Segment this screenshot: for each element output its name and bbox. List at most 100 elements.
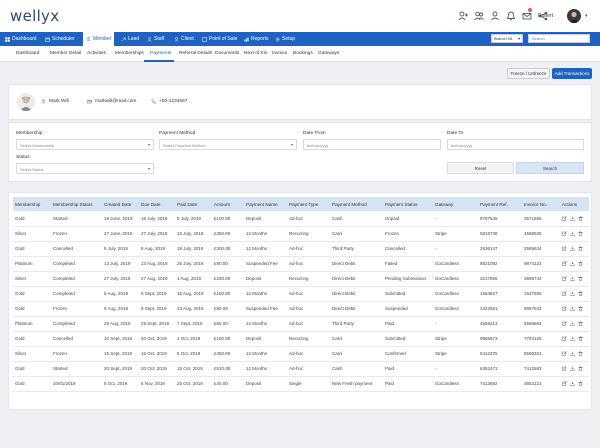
user-avatar[interactable] bbox=[567, 9, 581, 23]
download-icon[interactable] bbox=[570, 381, 575, 386]
table-row[interactable]: Platinum Completed 29 Aug, 2019 29 Sept, 20… bbox=[13, 316, 589, 332]
search-input[interactable]: Search bbox=[528, 34, 590, 43]
add-transactions-button[interactable]: Add Transactions bbox=[552, 68, 592, 79]
trash-icon[interactable] bbox=[578, 261, 583, 266]
tab-memberships[interactable]: Memberships bbox=[115, 51, 144, 56]
freeze-unfreeze-button[interactable]: Freeze / Unfreeze bbox=[507, 68, 550, 79]
chevron-down-icon[interactable]: ▾ bbox=[585, 13, 588, 19]
edit-icon[interactable] bbox=[562, 276, 567, 281]
edit-icon[interactable] bbox=[562, 336, 567, 341]
col-payment-status[interactable]: Payment Status bbox=[383, 197, 433, 211]
download-icon[interactable] bbox=[570, 351, 575, 356]
table-row[interactable]: Gold Cancelled 10 Sept, 2019 10 Oct, 2019 1 … bbox=[13, 331, 589, 347]
trash-icon[interactable] bbox=[578, 231, 583, 236]
share-icon[interactable] bbox=[535, 10, 551, 22]
trash-icon[interactable] bbox=[578, 246, 583, 251]
table-row[interactable]: Gold 10/01/2019 6 Oct, 2019 6 Nov, 2019 25 O… bbox=[13, 376, 589, 392]
edit-icon[interactable] bbox=[562, 291, 567, 296]
download-icon[interactable] bbox=[570, 336, 575, 341]
trash-icon[interactable] bbox=[578, 381, 583, 386]
tab-documents[interactable]: Documents bbox=[215, 51, 240, 56]
download-icon[interactable] bbox=[570, 246, 575, 251]
tab-dashboard[interactable]: Dashboard bbox=[16, 51, 40, 56]
mail-icon[interactable] bbox=[519, 8, 535, 22]
col-membership[interactable]: Membership bbox=[13, 197, 51, 211]
tab-activities[interactable]: Activities bbox=[87, 51, 106, 56]
table-row[interactable]: Platinum Completed 13 July, 2019 13 Aug, 20… bbox=[13, 256, 589, 272]
search-button[interactable]: Search bbox=[516, 162, 584, 174]
edit-icon[interactable] bbox=[562, 261, 567, 266]
table-row[interactable]: Gold Started 20 Sept, 2019 20 Oct, 2019 15 O… bbox=[13, 361, 589, 377]
edit-icon[interactable] bbox=[562, 351, 567, 356]
nav-item-setup[interactable]: Setup bbox=[272, 32, 298, 46]
trash-icon[interactable] bbox=[578, 336, 583, 341]
col-payment-name[interactable]: Payment Name bbox=[244, 197, 287, 211]
nav-item-lead[interactable]: Lead bbox=[118, 32, 142, 46]
col-created-date[interactable]: Created Date bbox=[102, 197, 139, 211]
nav-item-reports[interactable]: Reports bbox=[241, 32, 272, 46]
table-row[interactable]: Gold Cancelled 8 July, 2019 8 Aug, 2019 18 J… bbox=[13, 241, 589, 257]
col-due-date[interactable]: Due Date bbox=[139, 197, 175, 211]
user-plus-icon[interactable] bbox=[455, 10, 471, 22]
date-to-input[interactable]: dd/mm/yyyy bbox=[447, 139, 584, 150]
bell-icon[interactable] bbox=[503, 10, 519, 22]
edit-icon[interactable] bbox=[562, 216, 567, 221]
user-icon[interactable] bbox=[487, 10, 503, 22]
user-name[interactable]: Robert bbox=[538, 13, 554, 19]
edit-icon[interactable] bbox=[562, 366, 567, 371]
table-row[interactable]: Gold Frozen 9 Aug, 2019 9 Sept, 2019 23 Aug,… bbox=[13, 301, 589, 317]
col-invoice-no[interactable]: Invoice No. bbox=[522, 197, 560, 211]
col-membership-status[interactable]: Membership Status bbox=[51, 197, 102, 211]
trash-icon[interactable] bbox=[578, 366, 583, 371]
download-icon[interactable] bbox=[570, 306, 575, 311]
branch-select[interactable]: Branch N1 ▾ bbox=[491, 34, 523, 43]
tab-invoice[interactable]: Invoice bbox=[272, 51, 288, 56]
nav-item-point-of-sale[interactable]: Point of Sale bbox=[199, 32, 240, 46]
download-icon[interactable] bbox=[570, 276, 575, 281]
col-paid-date[interactable]: Paid Date bbox=[175, 197, 212, 211]
users-icon[interactable] bbox=[471, 10, 487, 22]
edit-icon[interactable] bbox=[562, 321, 567, 326]
download-icon[interactable] bbox=[570, 366, 575, 371]
app-logo[interactable]: wellyx bbox=[10, 7, 60, 25]
nav-item-client[interactable]: Client bbox=[171, 32, 197, 46]
col-payment-ref[interactable]: Payment Ref. bbox=[478, 197, 522, 211]
edit-icon[interactable] bbox=[562, 231, 567, 236]
trash-icon[interactable] bbox=[578, 351, 583, 356]
tab-gateways[interactable]: Gateways bbox=[318, 51, 340, 56]
table-row[interactable]: Gold Completed 5 Aug, 2019 5 Sept, 2019 15 A… bbox=[13, 286, 589, 302]
col-gateway[interactable]: Gateway bbox=[433, 197, 478, 211]
membership-select[interactable]: Select Membership ▾ bbox=[16, 139, 154, 150]
col-payment-type[interactable]: Payment Type bbox=[287, 197, 330, 211]
tab-referral-details[interactable]: Referral Details bbox=[179, 51, 213, 56]
download-icon[interactable] bbox=[570, 231, 575, 236]
table-row[interactable]: Silver Frozen 27 June, 2019 27 July, 2019 15… bbox=[13, 226, 589, 242]
table-row[interactable]: Gold Started 18 June, 2019 18 July, 2019 5 J… bbox=[13, 211, 589, 227]
download-icon[interactable] bbox=[570, 216, 575, 221]
tab-member-detail[interactable]: Member Detail bbox=[50, 51, 82, 56]
reset-button[interactable]: Reset bbox=[447, 162, 514, 174]
status-select[interactable]: Select Status ▾ bbox=[16, 163, 154, 174]
tab-payments[interactable]: Payments bbox=[150, 51, 172, 56]
col-amount[interactable]: Amount bbox=[212, 197, 244, 211]
download-icon[interactable] bbox=[570, 261, 575, 266]
nav-item-scheduler[interactable]: Scheduler bbox=[42, 32, 78, 46]
download-icon[interactable] bbox=[570, 291, 575, 296]
trash-icon[interactable] bbox=[578, 321, 583, 326]
payment-method-select[interactable]: Select Payment Method ▾ bbox=[159, 139, 297, 150]
edit-icon[interactable] bbox=[562, 246, 567, 251]
trash-icon[interactable] bbox=[578, 216, 583, 221]
nav-item-member[interactable]: Member bbox=[83, 32, 115, 46]
nav-item-dashboard[interactable]: Dashboard bbox=[2, 32, 39, 46]
trash-icon[interactable] bbox=[578, 306, 583, 311]
table-row[interactable]: Silver Frozen 15 Sept, 2019 15 Oct, 2019 5 O… bbox=[13, 346, 589, 362]
edit-icon[interactable] bbox=[562, 381, 567, 386]
tab-bookings[interactable]: Bookings bbox=[293, 51, 313, 56]
edit-icon[interactable] bbox=[562, 306, 567, 311]
download-icon[interactable] bbox=[570, 321, 575, 326]
nav-item-staff[interactable]: Staff bbox=[144, 32, 167, 46]
trash-icon[interactable] bbox=[578, 276, 583, 281]
tab-next-of-kin[interactable]: Next of Kin bbox=[244, 51, 268, 56]
trash-icon[interactable] bbox=[578, 291, 583, 296]
date-from-input[interactable]: dd/mm/yyyy bbox=[303, 139, 441, 150]
